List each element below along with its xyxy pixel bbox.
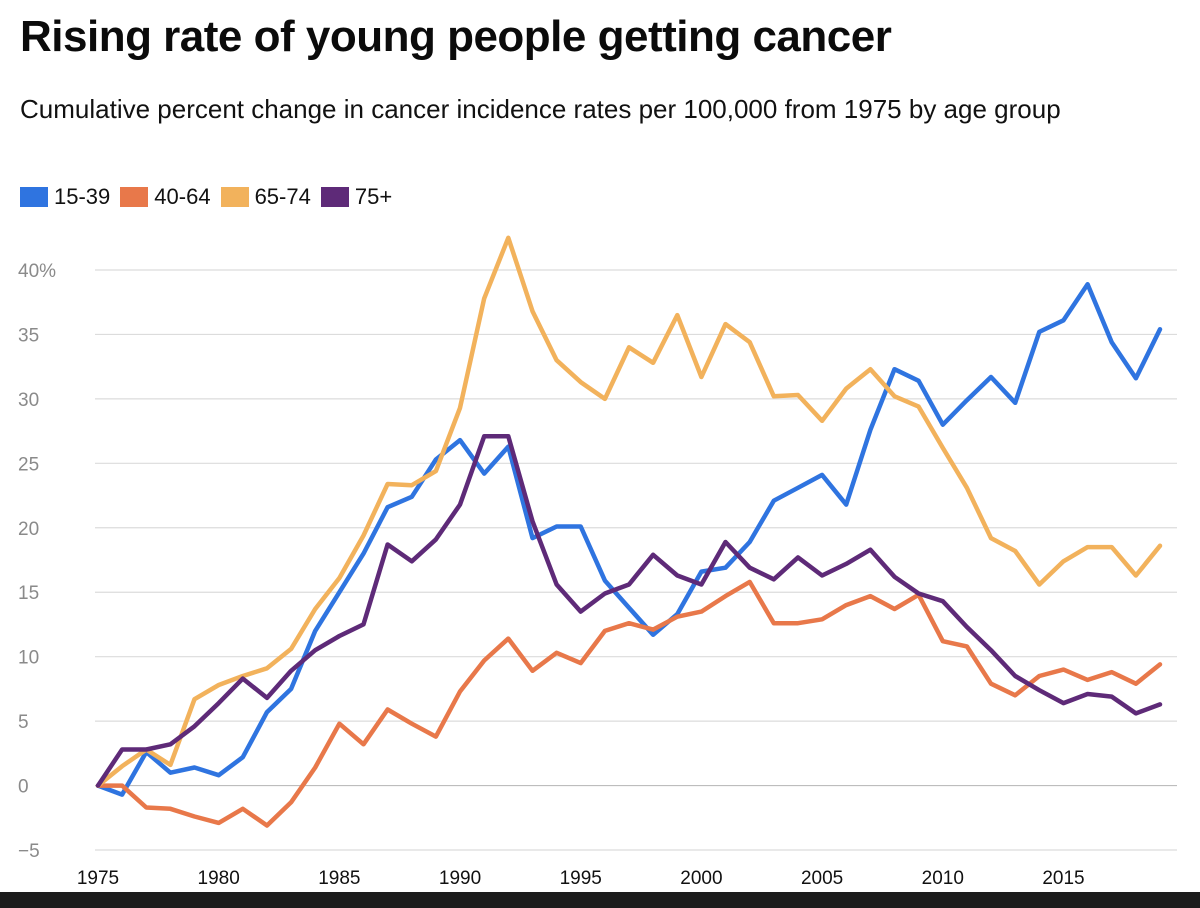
legend-label-15-39: 15-39 [54,184,111,209]
legend-swatch-65-74 [220,187,249,207]
legend-item-15-39: 15-39 [20,184,110,210]
y-axis-ticks: 40% 35 30 25 20 15 10 5 0 −5 [18,261,56,862]
legend: 15-39 40-64 65-74 75+ [20,184,402,210]
legend-item-40-64: 40-64 [120,184,211,210]
legend-label-75-plus: 75+ [354,184,393,209]
series-line-65-74 [95,235,1163,788]
legend-swatch-40-64 [120,187,149,207]
series-line-40-64 [95,579,1163,828]
y-tick-label: 30 [18,390,39,411]
bottom-bar [0,892,1200,908]
chart-subtitle: Cumulative percent change in cancer inci… [20,94,1061,124]
y-tick-label: 15 [18,583,39,604]
x-tick-label: 2000 [680,868,722,889]
legend-label-40-64: 40-64 [154,184,211,209]
y-tick-label: 35 [18,325,39,346]
series-lines [95,235,1163,828]
x-tick-label: 2015 [1042,868,1084,889]
legend-item-65-74: 65-74 [220,184,311,210]
y-tick-label: 5 [18,712,29,733]
y-tick-label: −5 [18,841,40,862]
y-tick-label: 40% [18,261,56,282]
legend-item-75-plus: 75+ [320,184,393,210]
x-tick-label: 2005 [801,868,843,889]
x-tick-label: 1980 [198,868,240,889]
x-tick-label: 1990 [439,868,481,889]
legend-swatch-75-plus [320,187,349,207]
y-tick-label: 0 [18,777,29,798]
legend-swatch-15-39 [20,187,48,207]
x-tick-label: 1975 [77,868,119,889]
legend-label-65-74: 65-74 [254,184,311,209]
chart-title: Rising rate of young people getting canc… [20,12,892,61]
x-axis-ticks: 1975 1980 1985 1990 1995 2000 2005 2010 2015 [77,868,1085,889]
series-line-15-39 [95,281,1163,797]
gridlines [95,269,1177,851]
x-tick-label: 1985 [318,868,360,889]
y-tick-label: 25 [18,454,39,475]
y-tick-label: 20 [18,519,39,540]
series-line-75-plus [95,434,1163,788]
x-tick-label: 2010 [922,868,964,889]
x-tick-label: 1995 [560,868,602,889]
y-tick-label: 10 [18,648,39,669]
